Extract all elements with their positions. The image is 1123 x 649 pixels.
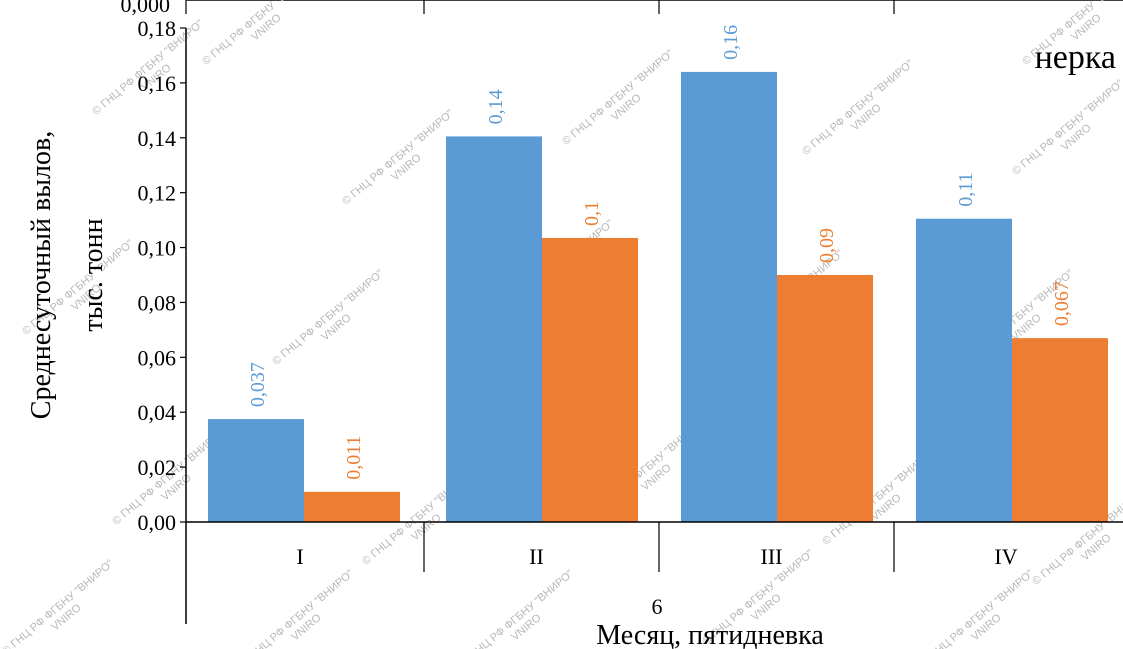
watermark-stamp: © ГНЦ РФ ФГБНУ "ВНИРО"VNIRO (270, 268, 386, 368)
y-axis-ticks: 0,00 0,02 0,04 0,06 0,08 0,10 0,12 0,14 0,16 0,18 (138, 16, 186, 535)
watermark-text: © ГНЦ РФ ФГБНУ "ВНИРО" (560, 48, 676, 148)
x-category-label: II (529, 544, 544, 569)
top-cut-tick-label: 0,000 (121, 0, 171, 17)
bar-data-label: 0,037 (247, 362, 269, 407)
bar-data-label: 0,11 (955, 172, 977, 206)
watermark-stamp: © ГНЦ РФ ФГБНУ "ВНИРО"VNIRO (340, 108, 456, 208)
y-tick-label: 0,00 (138, 510, 177, 535)
y-tick-label: 0,18 (138, 16, 177, 41)
watermark-stamp: © ГНЦ РФ ФГБНУ "ВНИРО"VNIRO (460, 568, 576, 649)
watermark-stamp: © ГНЦ РФ ФГБНУ "ВНИРО"VNIRO (1010, 78, 1123, 178)
bar (916, 218, 1012, 522)
watermark-stamp: © ГНЦ РФ ФГБНУ "ВНИРО"VNIRO (0, 558, 116, 649)
x-axis-categories: I II III IV (296, 544, 1017, 569)
x-category-label: IV (994, 544, 1017, 569)
y-axis-title-line2: тыс. тонн (78, 218, 109, 331)
bar-data-label: 0,011 (343, 436, 365, 480)
bar (446, 136, 542, 522)
y-tick-label: 0,02 (138, 455, 177, 480)
watermark-text: © ГНЦ РФ ФГБНУ "ВНИРО" (1010, 78, 1123, 178)
watermark-stamp: © ГНЦ РФ ФГБНУ "ВНИРО"VNIRO (560, 48, 676, 148)
bar-data-label: 0,14 (485, 89, 507, 124)
species-annotation: нерка (1035, 39, 1116, 76)
x-annotation: 6 (652, 594, 663, 619)
bars (208, 71, 1108, 523)
bar-data-label: 0,09 (816, 228, 838, 263)
bar (777, 275, 873, 522)
bar-data-label: 0,16 (720, 25, 742, 60)
bar (681, 71, 777, 523)
y-tick-label: 0,04 (138, 400, 177, 425)
watermark-stamp: © ГНЦ РФ ФГБНУ "ВНИРО"VNIRO (920, 568, 1036, 649)
watermark-text: © ГНЦ РФ ФГБНУ "ВНИРО" (0, 558, 116, 649)
bar (208, 419, 304, 522)
watermark-stamp: © ГНЦ РФ ФГБНУ "ВНИРО"VNIRO (200, 0, 316, 68)
data-labels: 0,037 0,14 0,16 0,11 0,011 0,1 0,09 0,067 (247, 25, 1073, 480)
y-axis-title-line1: Среднесуточный вылов, (26, 131, 57, 419)
top-remnant: 0,000 (121, 0, 1123, 17)
y-tick-label: 0,06 (138, 345, 177, 370)
x-category-label: III (761, 544, 783, 569)
bar (304, 491, 400, 522)
y-tick-label: 0,10 (138, 236, 177, 261)
watermark-text: © ГНЦ РФ ФГБНУ "ВНИРО" (800, 58, 916, 158)
y-tick-label: 0,14 (138, 126, 177, 151)
watermark-stamp: © ГНЦ РФ ФГБНУ "ВНИРО"VNIRO (800, 58, 916, 158)
y-tick-label: 0,16 (138, 71, 177, 96)
watermark-text: © ГНЦ РФ ФГБНУ "ВНИРО" (270, 268, 386, 368)
y-tick-label: 0,12 (138, 181, 177, 206)
watermark-text: © ГНЦ РФ ФГБНУ "ВНИРО" (340, 108, 456, 208)
x-category-label: I (296, 544, 303, 569)
bar-data-label: 0,1 (581, 201, 603, 226)
bar-data-label: 0,067 (1051, 281, 1073, 326)
bar (1012, 338, 1108, 522)
watermark-stamp: © ГНЦ РФ ФГБНУ "ВНИРО"VNIRO (240, 568, 356, 649)
y-tick-label: 0,08 (138, 290, 177, 315)
x-axis-title: Месяц, пятидневка (596, 620, 824, 649)
bar (542, 237, 638, 522)
